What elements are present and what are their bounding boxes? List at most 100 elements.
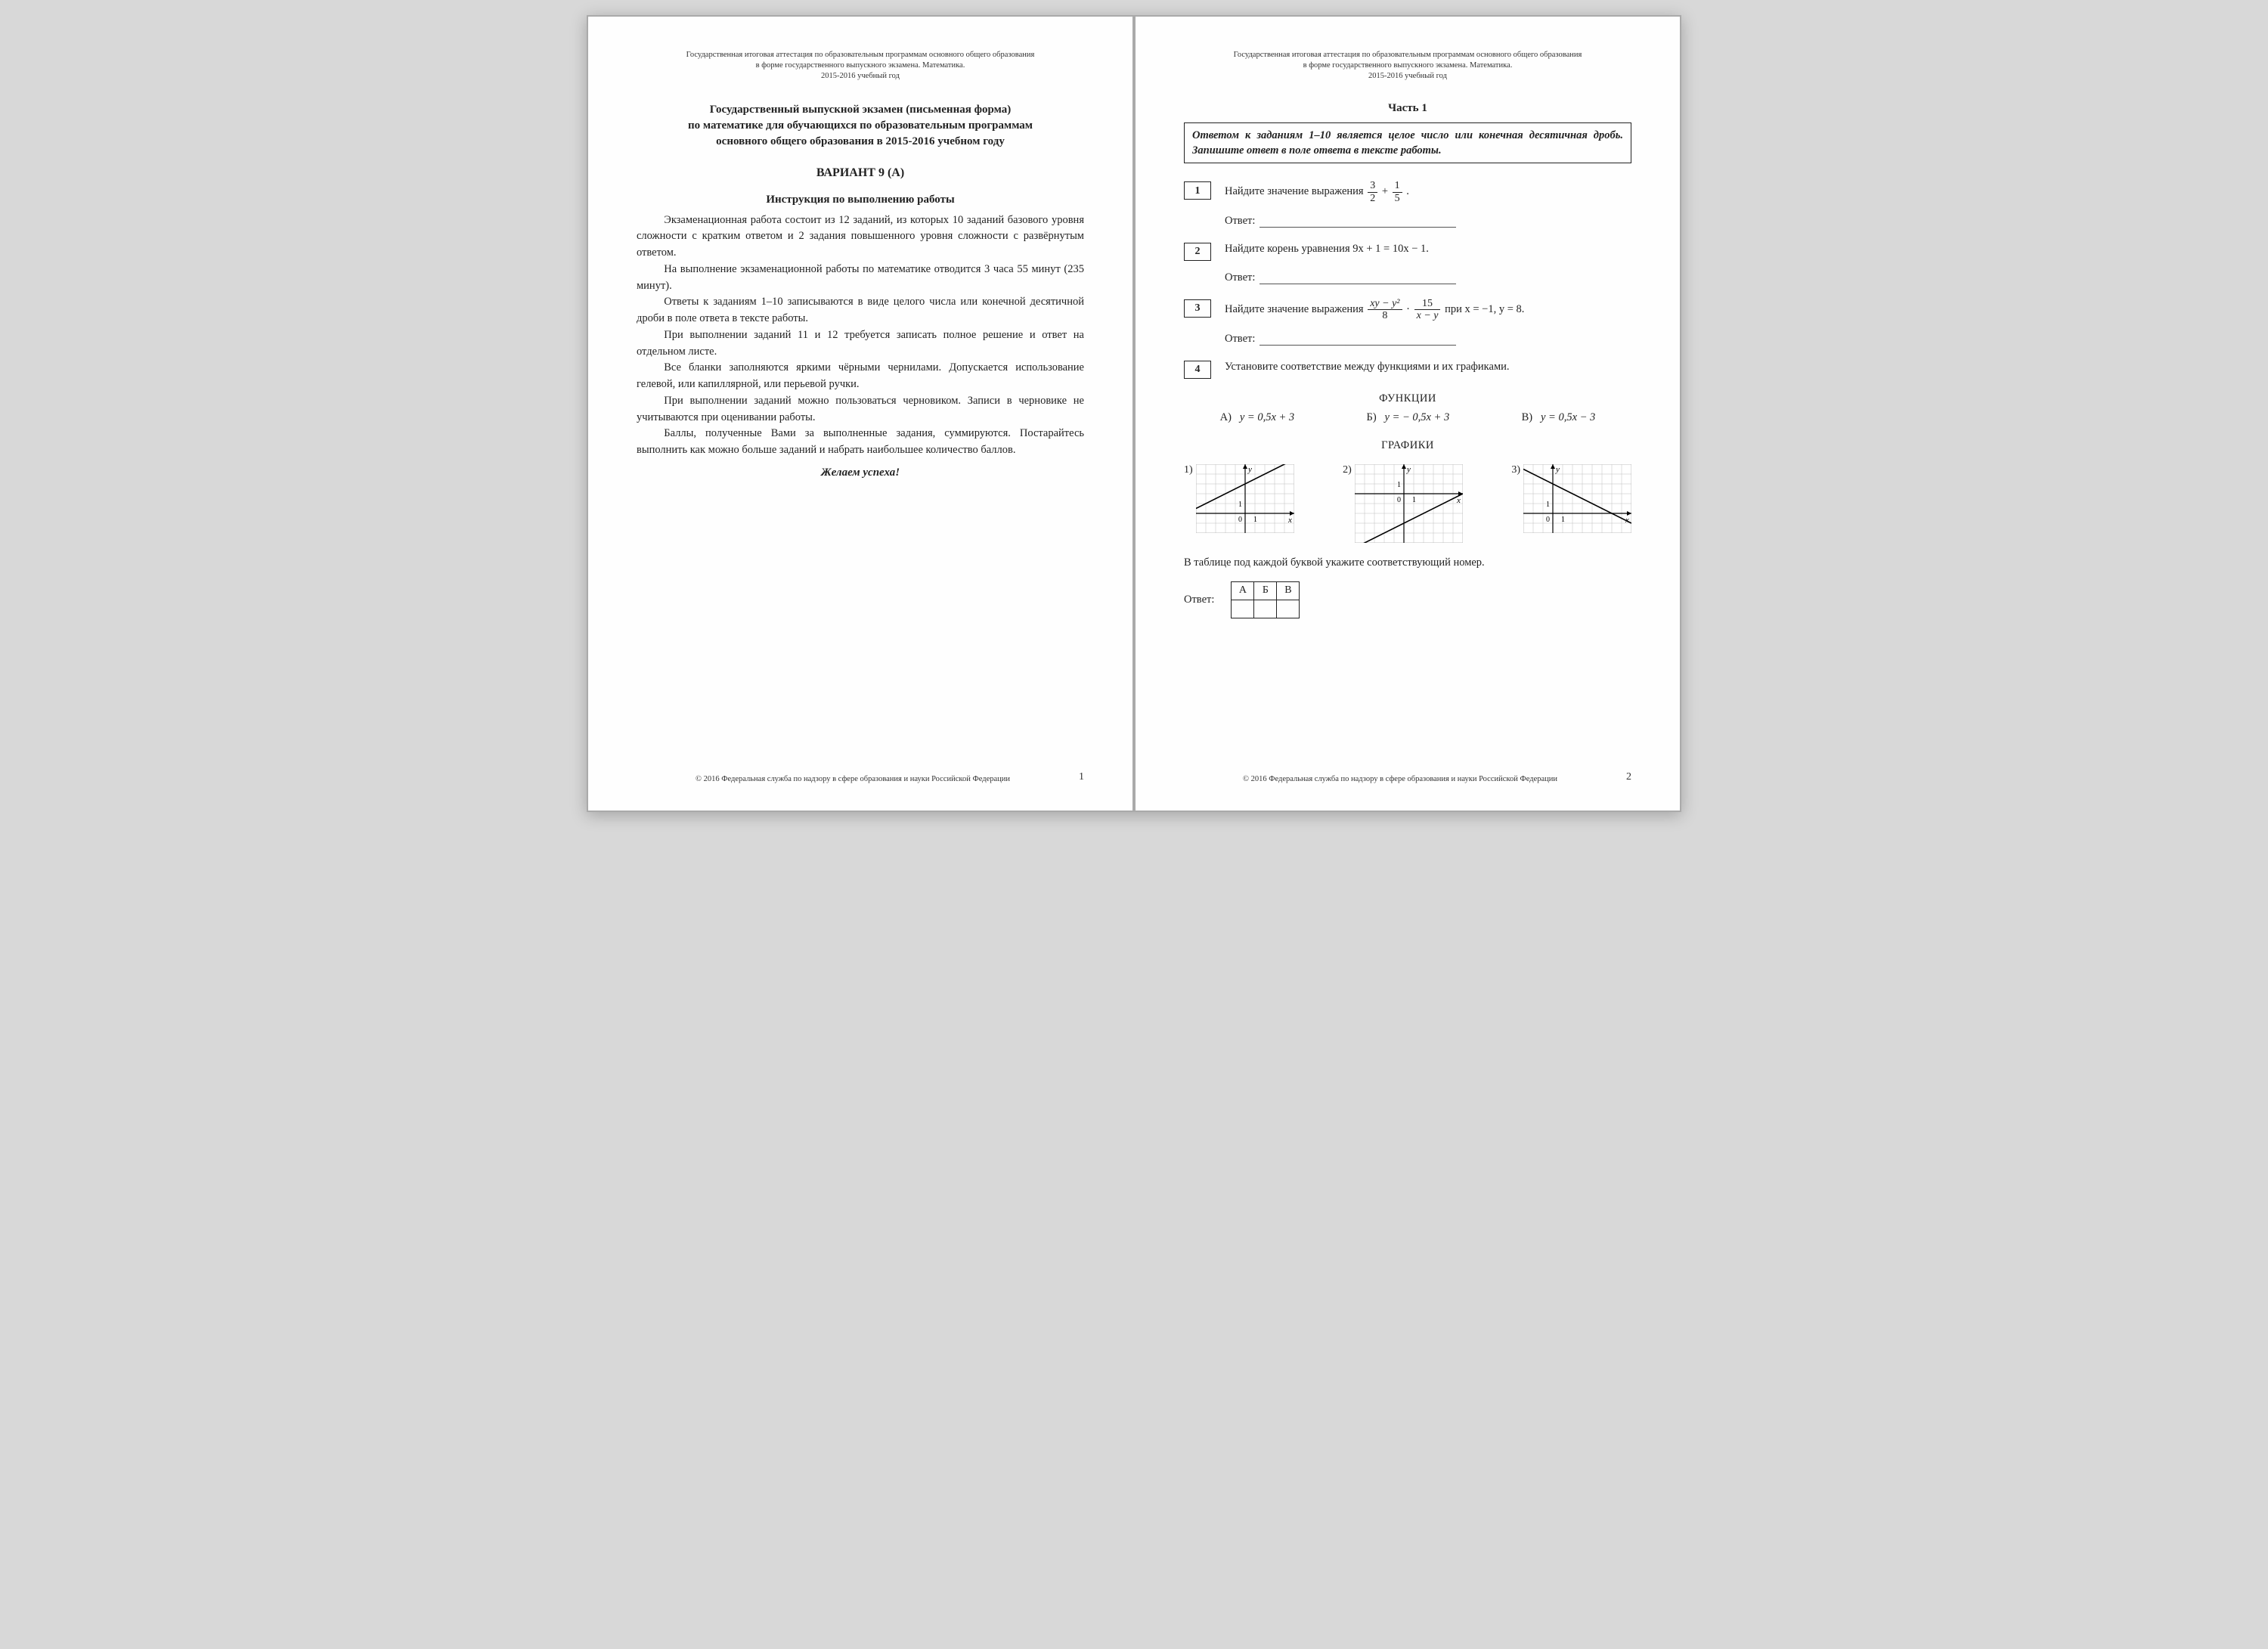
answer-label: Ответ: (1225, 271, 1255, 284)
paragraph: Все бланки заполняются яркими чёрными че… (637, 360, 1084, 393)
svg-text:x: x (1287, 516, 1292, 525)
page-spread: Государственная итоговая аттестация по о… (587, 15, 1681, 812)
svg-text:1: 1 (1253, 516, 1257, 524)
paragraph: Ответы к заданиям 1–10 записываются в ви… (637, 294, 1084, 327)
answer-rule[interactable] (1259, 273, 1456, 284)
page-right: Государственная итоговая аттестация по о… (1136, 17, 1680, 811)
paragraph: На выполнение экзаменационной работы по … (637, 262, 1084, 295)
task-number: 1 (1184, 181, 1211, 200)
header-line: в форме государственного выпускного экза… (637, 60, 1084, 71)
task-text: Установите соответствие между функциями … (1225, 359, 1631, 376)
task-number: 3 (1184, 299, 1211, 318)
paragraph: При выполнении заданий 11 и 12 требуется… (637, 327, 1084, 361)
svg-text:1: 1 (1546, 501, 1550, 509)
match-table: А Б В (1231, 581, 1300, 618)
graph-svg: xy011 (1523, 464, 1631, 533)
text: . (1406, 185, 1409, 197)
functions-row: А) y = 0,5x + 3 Б) y = − 0,5x + 3 В) y =… (1184, 411, 1631, 424)
header-line: 2015-2016 учебный год (1184, 71, 1631, 82)
svg-text:y: y (1555, 465, 1560, 474)
fraction: 15 x − y (1414, 298, 1441, 322)
graph-label: 2) (1343, 464, 1352, 476)
good-luck: Желаем успеха! (637, 466, 1084, 479)
function-c: В) y = 0,5x − 3 (1522, 411, 1596, 424)
svg-text:1: 1 (1412, 496, 1416, 504)
task-4: 4 Установите соответствие между функциям… (1184, 359, 1631, 379)
graph-2: 2) xy011 (1343, 464, 1463, 543)
task-text: Найдите значение выражения xy − y² 8 · 1… (1225, 298, 1631, 322)
text: при x = −1, y = 8. (1445, 303, 1524, 315)
page-footer: © 2016 Федеральная служба по надзору в с… (1184, 771, 1631, 783)
paragraph: Баллы, полученные Вами за выполненные за… (637, 426, 1084, 459)
header-line: Государственная итоговая аттестация по о… (1184, 50, 1631, 60)
instruction-body: Экзаменационная работа состоит из 12 зад… (637, 212, 1084, 459)
task-number: 4 (1184, 361, 1211, 379)
match-answer-row: Ответ: А Б В (1184, 581, 1631, 618)
svg-text:y: y (1406, 465, 1411, 474)
variant-label: ВАРИАНТ 9 (А) (637, 166, 1084, 180)
task-number: 2 (1184, 243, 1211, 261)
paragraph: При выполнении заданий можно пользоватьс… (637, 393, 1084, 426)
fraction: 1 5 (1393, 180, 1402, 204)
answer-label: Ответ: (1225, 215, 1255, 228)
page-footer: © 2016 Федеральная служба по надзору в с… (637, 771, 1084, 783)
match-cell[interactable] (1232, 600, 1254, 618)
copyright: © 2016 Федеральная служба по надзору в с… (1184, 775, 1616, 783)
graph-label: 3) (1511, 464, 1520, 476)
match-header: А (1232, 581, 1254, 600)
svg-text:0: 0 (1397, 496, 1401, 504)
header-line: в форме государственного выпускного экза… (1184, 60, 1631, 71)
match-header: Б (1254, 581, 1277, 600)
page-left: Государственная итоговая аттестация по о… (588, 17, 1132, 811)
answer-field: Ответ: (1225, 333, 1631, 346)
task-text: Найдите значение выражения 3 2 + 1 5 . (1225, 180, 1631, 204)
title-line: основного общего образования в 2015-2016… (637, 134, 1084, 150)
fraction: 3 2 (1368, 180, 1377, 204)
answer-instruction-box: Ответом к заданиям 1–10 является целое ч… (1184, 122, 1631, 164)
text: Найдите значение выражения (1225, 303, 1366, 315)
svg-text:0: 0 (1546, 516, 1550, 524)
function-b: Б) y = − 0,5x + 3 (1367, 411, 1450, 424)
plus: + (1382, 185, 1391, 197)
svg-text:1: 1 (1238, 501, 1242, 509)
title-line: Государственный выпускной экзамен (письм… (637, 102, 1084, 118)
task-text: Найдите корень уравнения 9x + 1 = 10x − … (1225, 241, 1631, 258)
graph-svg: xy011 (1355, 464, 1463, 543)
header-line: Государственная итоговая аттестация по о… (637, 50, 1084, 60)
page-number: 1 (1069, 771, 1084, 783)
svg-text:y: y (1247, 465, 1252, 474)
answer-label: Ответ: (1184, 594, 1214, 606)
function-a: А) y = 0,5x + 3 (1220, 411, 1295, 424)
answer-field: Ответ: (1225, 271, 1631, 284)
part-title: Часть 1 (1184, 102, 1631, 115)
answer-rule[interactable] (1259, 216, 1456, 228)
svg-text:0: 0 (1238, 516, 1242, 524)
running-header: Государственная итоговая аттестация по о… (637, 50, 1084, 82)
task-2: 2 Найдите корень уравнения 9x + 1 = 10x … (1184, 241, 1631, 261)
task-1: 1 Найдите значение выражения 3 2 + 1 5 . (1184, 180, 1631, 204)
match-cell[interactable] (1254, 600, 1277, 618)
header-line: 2015-2016 учебный год (637, 71, 1084, 82)
page-number: 2 (1616, 771, 1631, 783)
graphs-row: 1) x y 0 1 1 2) x y 0 1 1 3) x y 0 1 1 (1184, 464, 1631, 543)
answer-field: Ответ: (1225, 215, 1631, 228)
graph-3: 3) xy011 (1511, 464, 1631, 543)
task-3: 3 Найдите значение выражения xy − y² 8 ·… (1184, 298, 1631, 322)
match-prompt: В таблице под каждой буквой укажите соот… (1184, 556, 1631, 569)
instruction-title: Инструкция по выполнению работы (637, 194, 1084, 206)
dot: · (1406, 303, 1412, 315)
match-header: В (1277, 581, 1300, 600)
paragraph: Экзаменационная работа состоит из 12 зад… (637, 212, 1084, 262)
match-cell[interactable] (1277, 600, 1300, 618)
copyright: © 2016 Федеральная служба по надзору в с… (637, 775, 1069, 783)
title-block: Государственный выпускной экзамен (письм… (637, 102, 1084, 150)
text: Найдите значение выражения (1225, 185, 1366, 197)
graph-1: 1) x y 0 1 1 (1184, 464, 1294, 543)
svg-text:1: 1 (1561, 516, 1565, 524)
svg-text:1: 1 (1397, 481, 1401, 489)
running-header: Государственная итоговая аттестация по о… (1184, 50, 1631, 82)
answer-rule[interactable] (1259, 334, 1456, 346)
graph-label: 1) (1184, 464, 1193, 476)
graph-svg: x y 0 1 1 (1196, 464, 1294, 533)
graphs-heading: ГРАФИКИ (1184, 439, 1631, 452)
